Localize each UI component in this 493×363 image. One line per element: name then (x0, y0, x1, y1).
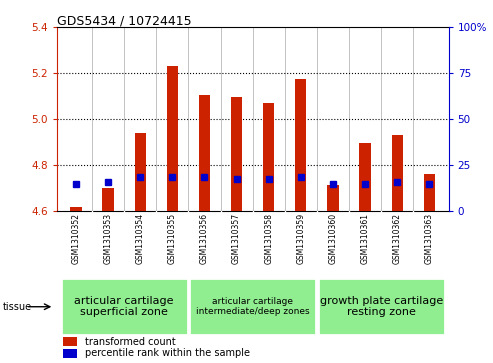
Text: GSM1310357: GSM1310357 (232, 213, 241, 264)
Text: GDS5434 / 10724415: GDS5434 / 10724415 (57, 15, 191, 28)
Text: GSM1310360: GSM1310360 (328, 213, 338, 264)
Text: GSM1310352: GSM1310352 (71, 213, 80, 264)
Bar (189, 278, 317, 335)
Text: GSM1310362: GSM1310362 (393, 213, 402, 264)
Text: growth plate cartilage
resting zone: growth plate cartilage resting zone (319, 295, 443, 317)
Text: GSM1310355: GSM1310355 (168, 213, 177, 264)
Text: GSM1310356: GSM1310356 (200, 213, 209, 264)
Text: percentile rank within the sample: percentile rank within the sample (85, 348, 250, 358)
Bar (317, 278, 445, 335)
Bar (263, 103, 274, 211)
Bar (135, 132, 146, 211)
Bar (359, 143, 371, 211)
Bar (231, 97, 242, 211)
Bar (70, 207, 82, 211)
Bar (167, 66, 178, 211)
Text: articular cartilage
superficial zone: articular cartilage superficial zone (74, 295, 174, 317)
Text: GSM1310359: GSM1310359 (296, 213, 305, 264)
Bar (199, 95, 210, 211)
Text: tissue: tissue (2, 302, 32, 312)
Text: GSM1310353: GSM1310353 (104, 213, 112, 264)
Bar (423, 174, 435, 211)
Bar (295, 79, 307, 211)
Bar (391, 135, 403, 211)
Bar (327, 185, 339, 211)
Bar (63, 337, 77, 346)
Text: GSM1310354: GSM1310354 (136, 213, 145, 264)
Text: articular cartilage
intermediate/deep zones: articular cartilage intermediate/deep zo… (196, 297, 310, 316)
Text: GSM1310361: GSM1310361 (360, 213, 370, 264)
Text: GSM1310363: GSM1310363 (425, 213, 434, 264)
Text: GSM1310358: GSM1310358 (264, 213, 273, 264)
Bar (61, 278, 188, 335)
Bar (103, 188, 114, 211)
Text: transformed count: transformed count (85, 337, 176, 347)
Bar (63, 349, 77, 358)
